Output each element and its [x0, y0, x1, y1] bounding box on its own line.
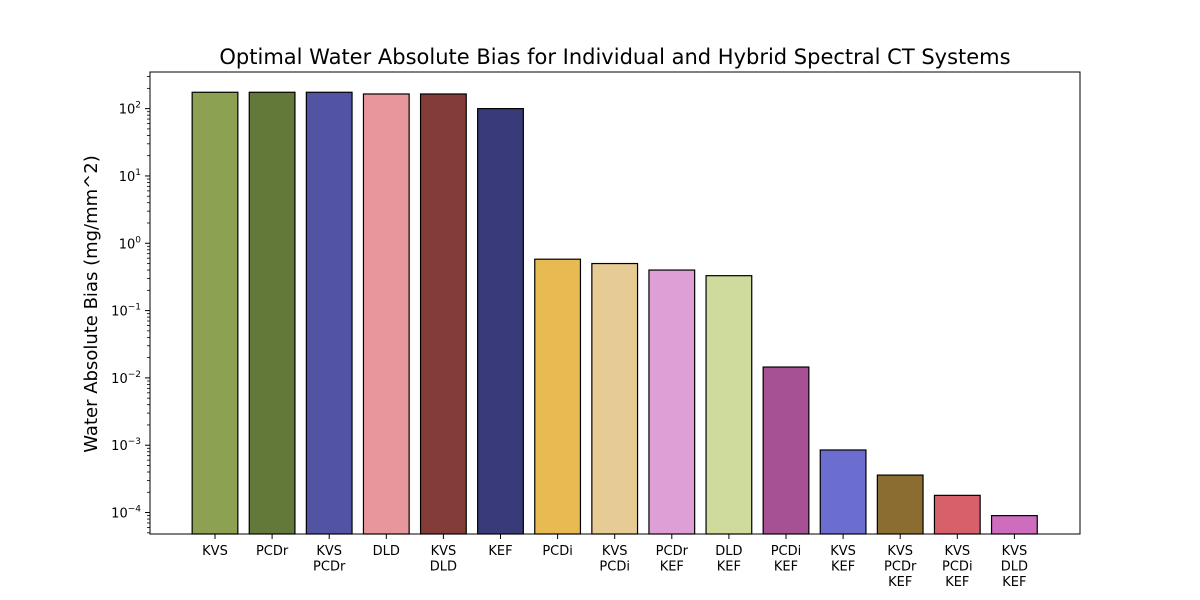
x-tick-label: KEF — [774, 560, 798, 575]
x-tick-label: PCDr — [884, 560, 917, 575]
x-tick-label: KEF — [888, 575, 912, 590]
x-tick-label: KEF — [831, 560, 855, 575]
x-tick-label: DLD — [1001, 560, 1028, 575]
x-tick-label: PCDi — [771, 544, 802, 559]
x-tick-label: KVS — [316, 544, 342, 559]
bar — [362, 93, 410, 535]
x-tick-label: PCDi — [542, 544, 573, 559]
x-tick-label: KVS — [202, 544, 228, 559]
x-tick-label: KVS — [1002, 544, 1028, 559]
bar — [477, 108, 524, 535]
x-tick-label: KEF — [717, 560, 741, 575]
y-tick-label: 10−2 — [111, 370, 141, 387]
bar — [305, 91, 353, 535]
bar — [990, 515, 1038, 535]
y-axis-label: Water Absolute Bias (mg/mm^2) — [81, 155, 102, 452]
x-tick-label: DLD — [430, 560, 457, 575]
chart-title: Optimal Water Absolute Bias for Individu… — [219, 45, 1010, 69]
x-tick-label: KEF — [945, 575, 969, 590]
y-tick-label: 10−1 — [111, 303, 141, 320]
x-tick-label: KVS — [944, 544, 970, 559]
x-tick-label: PCDr — [256, 544, 289, 559]
bar — [191, 91, 239, 535]
x-tick-label: PCDi — [599, 560, 630, 575]
x-tick-label: DLD — [715, 544, 742, 559]
x-tick-label: KVS — [887, 544, 913, 559]
x-tick-label: KEF — [660, 560, 684, 575]
x-tick-label: DLD — [373, 544, 400, 559]
y-tick-label: 10−4 — [111, 505, 141, 522]
x-tick-label: PCDr — [656, 544, 689, 559]
bar — [248, 91, 296, 535]
y-tick-label: 10−3 — [111, 437, 141, 454]
bar — [534, 258, 582, 535]
x-tick-label: KVS — [830, 544, 856, 559]
x-tick-label: KVS — [602, 544, 628, 559]
bar — [648, 269, 696, 535]
bar — [762, 366, 810, 535]
bar — [705, 275, 753, 535]
bar — [591, 262, 639, 535]
y-tick-label: 101 — [119, 168, 141, 185]
x-tick-label: KEF — [488, 544, 512, 559]
bar — [819, 449, 867, 535]
x-tick-label: PCDi — [942, 560, 973, 575]
bar — [419, 93, 467, 535]
y-tick-label: 102 — [119, 101, 141, 118]
bar — [933, 494, 981, 535]
x-tick-label: PCDr — [313, 560, 346, 575]
y-tick-label: 100 — [119, 235, 142, 252]
bar — [876, 474, 924, 535]
y-axis-ticks: 10−4 10−3 10−2 10−1 100 101 102 — [111, 76, 150, 534]
bars — [191, 91, 1038, 535]
plot-frame — [149, 71, 1081, 535]
x-tick-label: KVS — [431, 544, 457, 559]
x-tick-label: KEF — [1002, 575, 1026, 590]
